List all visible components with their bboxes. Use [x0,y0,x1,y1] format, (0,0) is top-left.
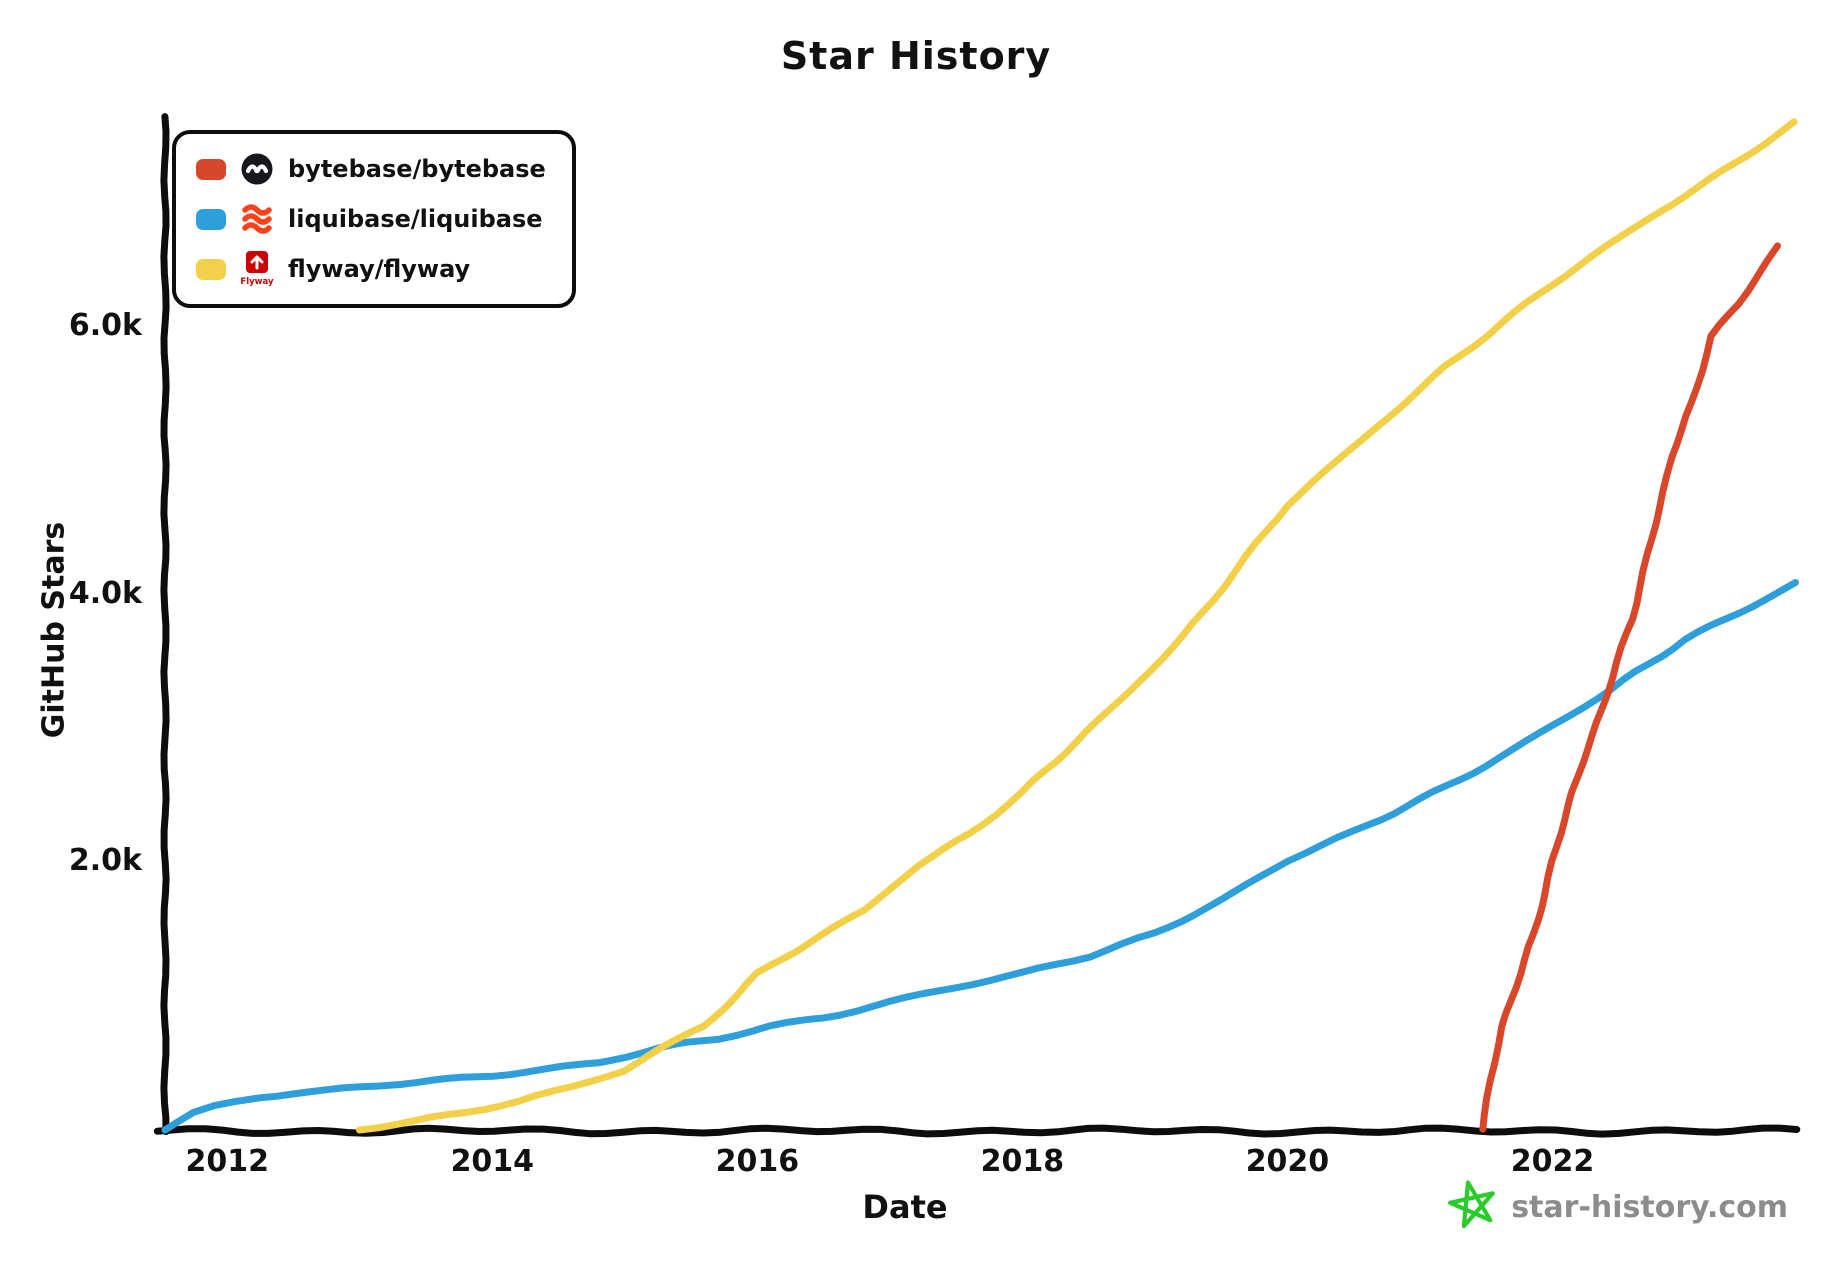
footer: star-history.com [1447,1178,1788,1236]
y-tick-4.0k: 4.0k [68,575,142,611]
x-tick-2012: 2012 [185,1144,270,1179]
y-tick-2.0k: 2.0k [68,842,142,878]
flyway-logo-icon: Flyway [239,250,275,288]
x-tick-2018: 2018 [980,1144,1065,1179]
legend-label: flyway/flyway [288,255,471,283]
liquibase-logo-icon [239,200,275,238]
x-tick-2014: 2014 [450,1144,535,1179]
legend: bytebase/bytebase liquibase/liquibase Fl… [172,130,576,308]
legend-item-flyway: Flyway flyway/flyway [196,244,546,294]
bytebase-logo-icon [239,150,275,188]
y-tick-6.0k: 6.0k [68,308,142,344]
legend-label: liquibase/liquibase [288,205,543,233]
legend-swatch [196,208,226,230]
footer-site-label: star-history.com [1511,1189,1788,1225]
x-axis-line [153,1124,1801,1138]
y-axis-line [160,113,170,1136]
y-axis-label: GitHub Stars [36,521,72,739]
chart-title: Star History [780,34,1052,78]
legend-swatch [196,158,226,180]
x-tick-2020: 2020 [1245,1144,1330,1179]
legend-label: bytebase/bytebase [288,155,546,183]
x-axis-label: Date [862,1188,948,1226]
x-tick-2016: 2016 [715,1144,800,1179]
series-line-flyway [356,118,1798,1134]
svg-text:Flyway: Flyway [240,277,274,287]
legend-swatch [196,258,226,280]
legend-item-bytebase: bytebase/bytebase [196,144,546,194]
series-line-liquibase [161,579,1799,1134]
star-history-logo-icon [1447,1178,1501,1236]
x-tick-2022: 2022 [1510,1144,1595,1179]
legend-item-liquibase: liquibase/liquibase [196,194,546,244]
series-line-bytebase [1479,242,1781,1133]
